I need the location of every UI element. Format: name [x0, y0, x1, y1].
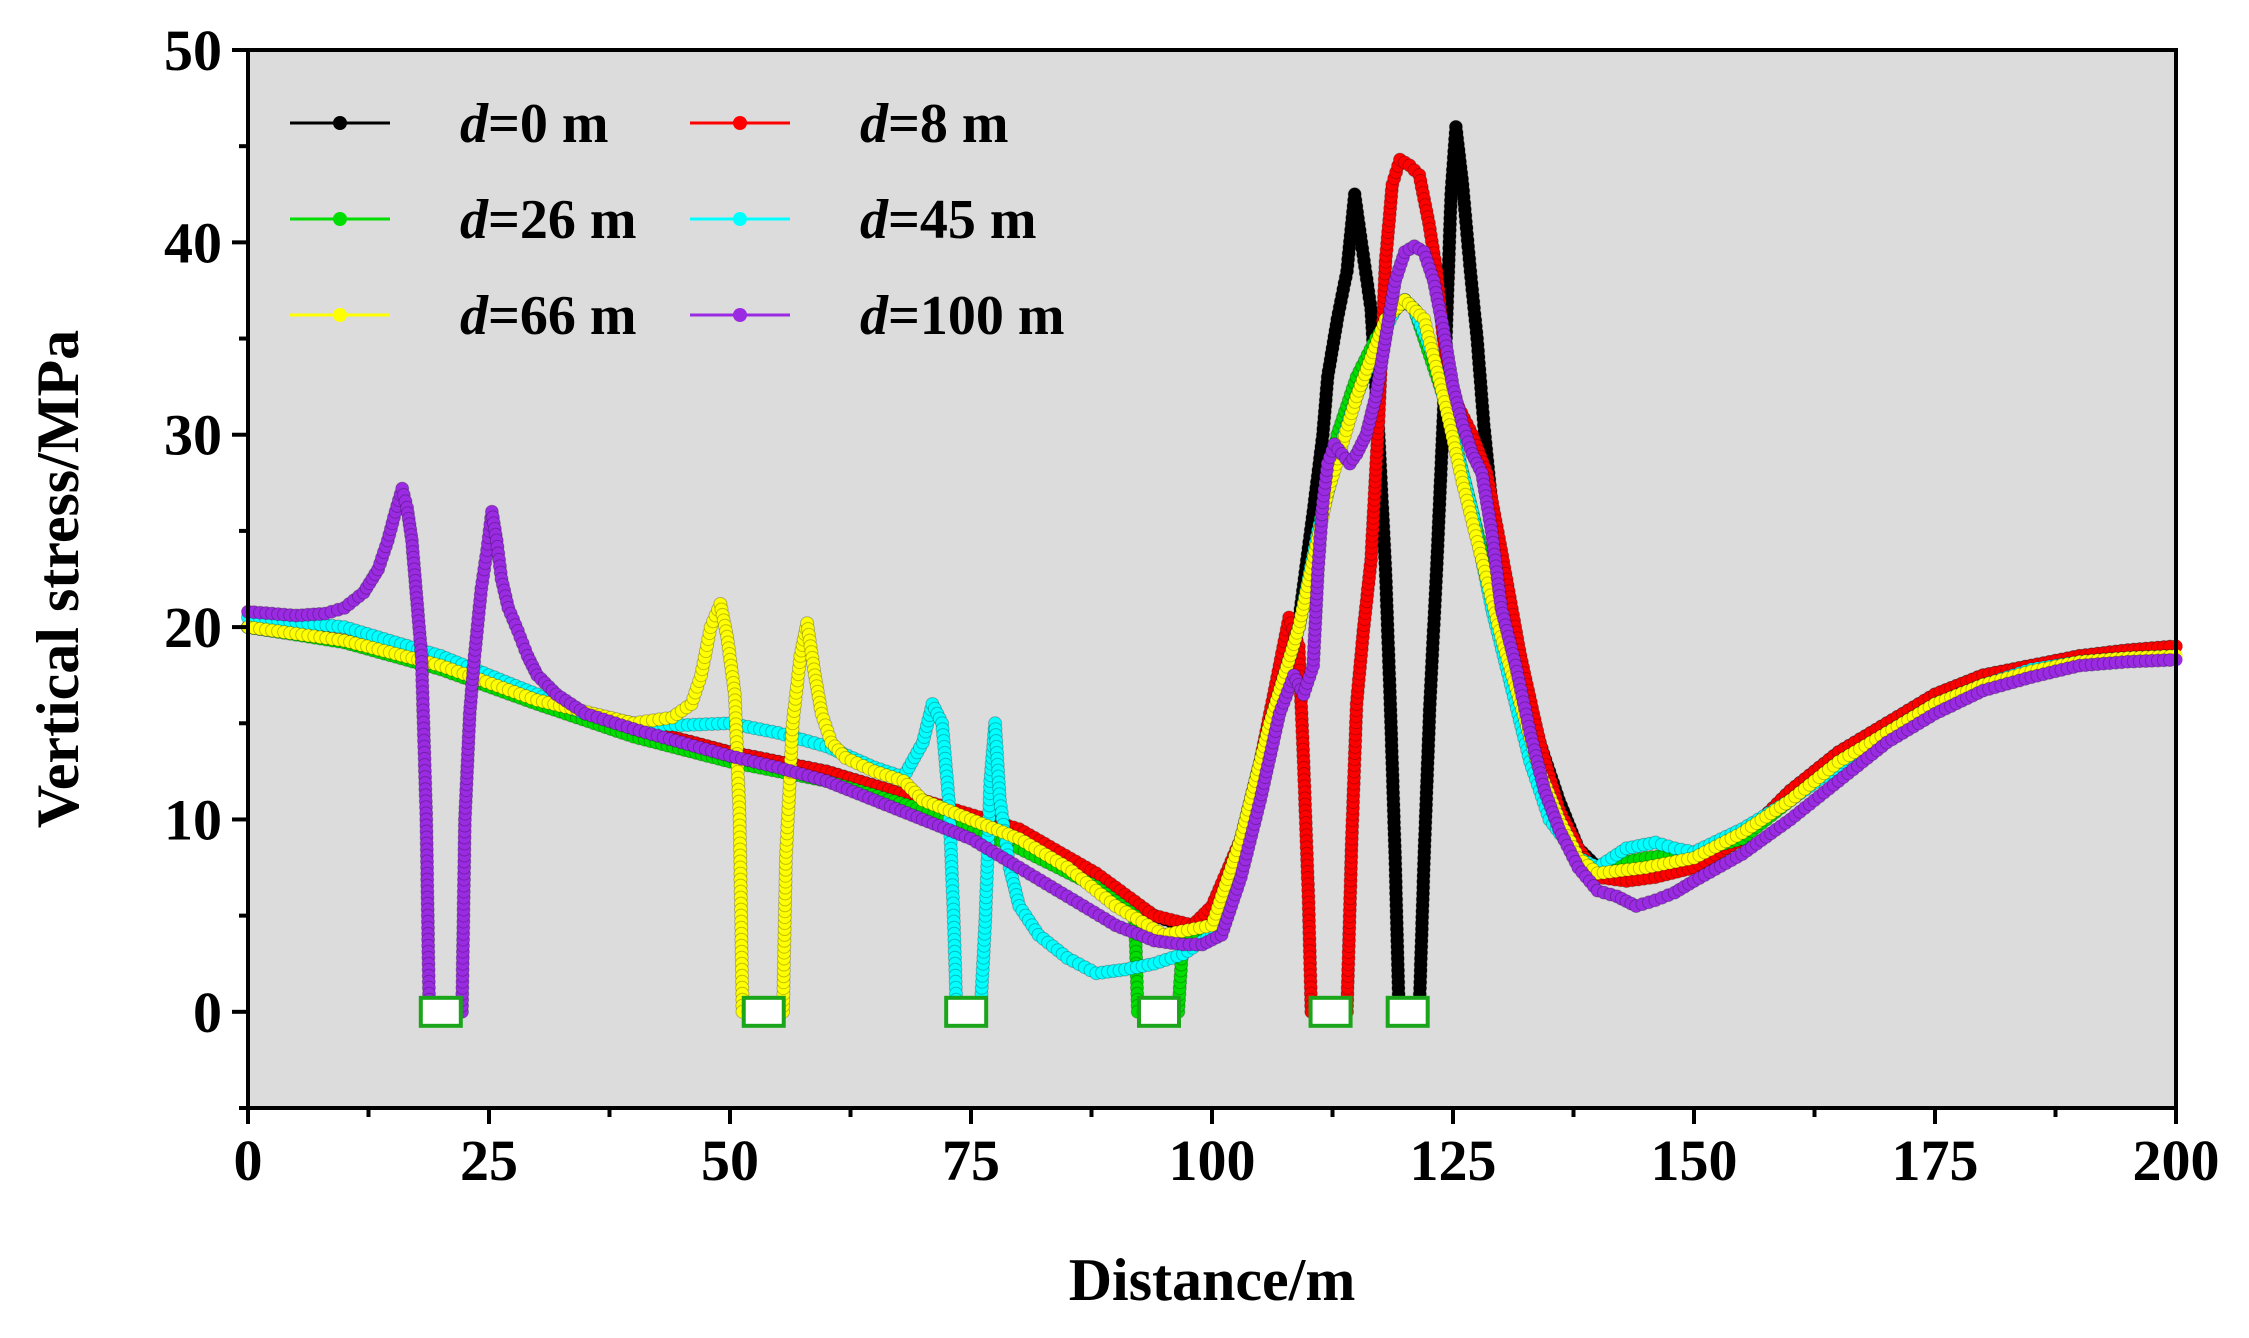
series-layer: [241, 119, 2183, 1019]
legend-label-var: d: [460, 285, 489, 347]
x-tick-label: 175: [1892, 1128, 1979, 1193]
y-tick-label: 0: [193, 980, 222, 1045]
roadway-box-marker: [1385, 995, 1430, 1028]
legend-label-value: =26 m: [488, 189, 637, 251]
legend-label-value: =66 m: [488, 285, 637, 347]
legend-marker: [733, 212, 747, 226]
legend-label-var: d: [460, 93, 489, 155]
x-tick-label: 25: [460, 1128, 518, 1193]
legend-label: d=100 m: [860, 285, 1065, 347]
y-tick-label: 50: [164, 18, 222, 83]
legend-label-value: =45 m: [888, 189, 1037, 251]
y-tick-label: 30: [164, 403, 222, 468]
legend-label: d=66 m: [460, 285, 637, 347]
x-tick-label: 0: [234, 1128, 263, 1193]
roadway-box-marker: [944, 995, 989, 1028]
legend-label-value: =100 m: [888, 285, 1065, 347]
y-tick-label: 10: [164, 787, 222, 852]
legend-marker: [333, 308, 347, 322]
x-tick-label: 100: [1169, 1128, 1256, 1193]
legend-label: d=8 m: [860, 93, 1009, 155]
legend-label-var: d: [460, 189, 489, 251]
legend-label: d=0 m: [460, 93, 609, 155]
legend-marker: [733, 116, 747, 130]
y-tick-label: 20: [164, 595, 222, 660]
roadway-box-marker: [741, 995, 786, 1028]
roadway-box-marker: [1308, 995, 1353, 1028]
legend-marker: [333, 116, 347, 130]
legend-label-var: d: [860, 93, 889, 155]
legend-label-value: =8 m: [888, 93, 1009, 155]
legend-label-value: =0 m: [488, 93, 609, 155]
legend-label: d=45 m: [860, 189, 1037, 251]
y-tick-label: 40: [164, 210, 222, 275]
legend-marker: [333, 212, 347, 226]
legend-label-var: d: [860, 285, 889, 347]
roadway-box-marker: [1136, 995, 1181, 1028]
x-tick-label: 150: [1651, 1128, 1738, 1193]
legend-marker: [733, 308, 747, 322]
legend-label: d=26 m: [460, 189, 637, 251]
legend-label-var: d: [860, 189, 889, 251]
x-tick-label: 75: [942, 1128, 1000, 1193]
x-tick-label: 200: [2133, 1128, 2220, 1193]
x-tick-label: 125: [1410, 1128, 1497, 1193]
x-tick-label: 50: [701, 1128, 759, 1193]
roadway-box-marker: [418, 995, 463, 1028]
y-axis-title: Vertical stress/MPa: [25, 330, 91, 828]
x-axis-title: Distance/m: [1069, 1247, 1356, 1313]
